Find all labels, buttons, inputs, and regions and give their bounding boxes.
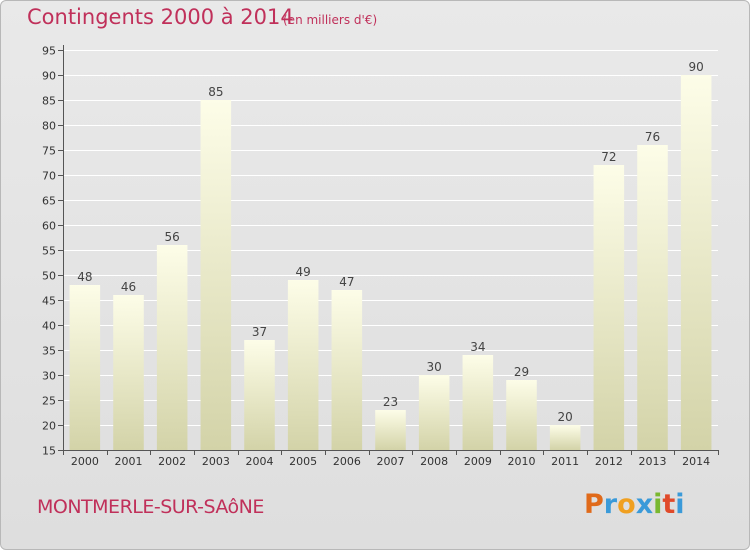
bar-2005	[287, 280, 319, 450]
bar-2003	[200, 100, 232, 450]
y-tick-label: 45	[42, 295, 56, 308]
x-tick-label-2003: 2003	[202, 455, 230, 468]
value-label-2006: 47	[339, 275, 354, 289]
bar-2004	[244, 340, 275, 450]
bar-2013	[637, 145, 668, 450]
logo-letter: r	[603, 489, 618, 520]
y-tick-label: 15	[42, 445, 56, 458]
bar-2007	[375, 410, 406, 450]
chart-title: Contingents 2000 à 2014	[27, 5, 294, 29]
y-tick-label: 25	[42, 395, 56, 408]
y-tick-label: 85	[42, 95, 56, 108]
x-tick-label-2011: 2011	[551, 455, 579, 468]
bar-2009	[462, 355, 494, 450]
logo-letter: x	[635, 489, 654, 520]
x-tick-label-2014: 2014	[682, 455, 710, 468]
value-label-2003: 85	[208, 85, 223, 99]
commune-name: MONTMERLE-SUR-SAôNE	[37, 496, 264, 518]
x-tick-label-2002: 2002	[158, 455, 186, 468]
bar-2012	[593, 165, 625, 450]
logo-letter: t	[662, 489, 676, 520]
logo-letter: i	[675, 489, 685, 520]
x-tick-label-2004: 2004	[246, 455, 274, 468]
value-label-2013: 76	[645, 130, 660, 144]
y-tick-label: 95	[42, 45, 56, 58]
x-tick-label-2010: 2010	[508, 455, 536, 468]
y-tick-label: 60	[42, 220, 56, 233]
x-tick-label-2000: 2000	[71, 455, 99, 468]
bar-2014	[680, 75, 712, 450]
bar-2000	[69, 285, 101, 450]
y-tick-label: 40	[42, 320, 56, 333]
bar-2008	[418, 375, 450, 450]
chart-subtitle: (en milliers d'€)	[283, 13, 378, 27]
x-tick-label-2008: 2008	[420, 455, 448, 468]
value-label-2005: 49	[296, 265, 311, 279]
bar-2006	[331, 290, 363, 450]
value-label-2004: 37	[252, 325, 267, 339]
logo-letter: o	[617, 489, 636, 520]
x-tick-label-2001: 2001	[115, 455, 143, 468]
value-label-2014: 90	[689, 60, 704, 74]
y-tick-label: 55	[42, 245, 56, 258]
logo-letter: i	[653, 489, 663, 520]
bar-2002	[156, 245, 188, 450]
value-label-2001: 46	[121, 280, 136, 294]
x-tick-label-2006: 2006	[333, 455, 361, 468]
y-tick-label: 20	[42, 420, 56, 433]
x-tick-label-2007: 2007	[377, 455, 405, 468]
value-label-2012: 72	[601, 150, 616, 164]
y-tick-label: 90	[42, 70, 56, 83]
value-label-2002: 56	[165, 230, 180, 244]
bar-2001	[113, 295, 144, 450]
value-label-2000: 48	[77, 270, 92, 284]
y-tick-label: 50	[42, 270, 56, 283]
proxiti-logo: Proxiti	[584, 489, 685, 520]
value-label-2007: 23	[383, 395, 398, 409]
y-tick-label: 75	[42, 145, 56, 158]
logo-letter: P	[584, 489, 604, 520]
value-label-2011: 20	[558, 410, 573, 424]
y-tick-label: 70	[42, 170, 56, 183]
y-tick-label: 35	[42, 345, 56, 358]
x-tick-label-2012: 2012	[595, 455, 623, 468]
value-label-2010: 29	[514, 365, 529, 379]
x-tick-label-2005: 2005	[289, 455, 317, 468]
bar-2010	[506, 380, 537, 450]
value-label-2009: 34	[470, 340, 485, 354]
x-tick-label-2013: 2013	[639, 455, 667, 468]
y-tick-label: 65	[42, 195, 56, 208]
x-tick-label-2009: 2009	[464, 455, 492, 468]
y-tick-label: 30	[42, 370, 56, 383]
bar-2011	[549, 425, 581, 450]
y-tick-label: 80	[42, 120, 56, 133]
value-label-2008: 30	[427, 360, 442, 374]
